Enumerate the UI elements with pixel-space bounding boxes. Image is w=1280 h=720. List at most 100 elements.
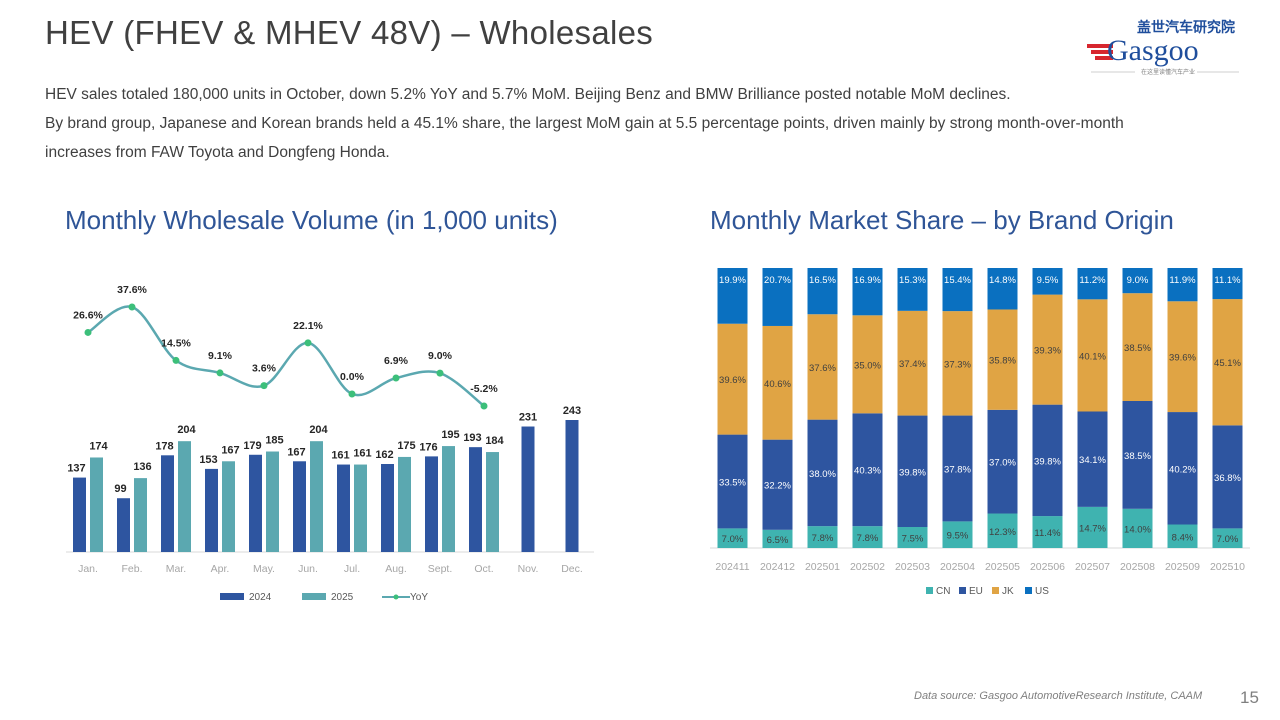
yoy-marker: [480, 402, 488, 410]
x-tick-label: May.: [253, 563, 275, 575]
yoy-label: 37.6%: [117, 284, 147, 296]
bar-2024: [205, 468, 218, 552]
yoy-label: 9.1%: [208, 350, 233, 362]
segment-us: [852, 268, 883, 316]
x-tick-label: Oct.: [474, 563, 493, 575]
x-tick-label: Jul.: [344, 563, 360, 575]
segment-label-eu: 37.0%: [989, 458, 1016, 469]
legend-label-jk: JK: [1002, 586, 1014, 597]
segment-eu: [1077, 411, 1108, 507]
bar-2024: [521, 426, 535, 552]
segment-label-cn: 9.5%: [947, 531, 969, 542]
segment-label-us: 16.5%: [809, 275, 836, 286]
segment-eu: [717, 434, 748, 529]
segment-label-us: 11.1%: [1214, 275, 1241, 286]
segment-cn: [852, 526, 883, 548]
x-tick-label: 202502: [850, 561, 885, 573]
segment-jk: [897, 310, 928, 416]
bar-2024: [293, 461, 306, 552]
segment-label-cn: 7.5%: [902, 534, 924, 545]
segment-eu: [1212, 425, 1243, 529]
bar-2024: [73, 477, 86, 552]
bar-2025-label: 185: [265, 435, 283, 447]
logo-cn-text: 盖世汽车研究院: [1137, 19, 1235, 36]
segment-label-cn: 14.7%: [1079, 523, 1106, 534]
bar-2024-label: 243: [563, 405, 581, 417]
segment-jk: [987, 309, 1018, 410]
yoy-label: 6.9%: [384, 355, 409, 367]
segment-jk: [762, 325, 793, 440]
segment-label-eu: 39.8%: [899, 467, 926, 478]
bar-2025: [486, 452, 499, 552]
bar-2024: [161, 455, 174, 552]
gasgoo-logo: 盖世汽车研究院 Gasgoo 在这里读懂汽车产业: [1087, 19, 1239, 76]
segment-eu: [807, 419, 838, 527]
segment-label-jk: 45.1%: [1214, 358, 1241, 369]
segment-label-eu: 36.8%: [1214, 473, 1241, 484]
segment-us: [762, 268, 793, 326]
segment-label-us: 11.9%: [1169, 275, 1196, 286]
yoy-label: 0.0%: [340, 371, 365, 383]
segment-eu: [1167, 412, 1198, 525]
segment-label-jk: 39.6%: [1169, 353, 1196, 364]
x-tick-label: Mar.: [166, 563, 186, 575]
segment-label-jk: 40.6%: [764, 379, 791, 390]
segment-label-cn: 12.3%: [989, 527, 1016, 538]
segment-us: [717, 268, 748, 324]
segment-label-us: 9.0%: [1127, 275, 1149, 286]
bar-2024-label: 99: [114, 483, 126, 495]
x-tick-label: 202504: [940, 561, 975, 573]
x-tick-label: 202411: [715, 561, 749, 573]
bar-2024-label: 161: [331, 450, 349, 462]
bar-2025-label: 161: [353, 448, 371, 460]
segment-eu: [987, 409, 1018, 514]
segment-eu: [897, 415, 928, 527]
summary-line: By brand group, Japanese and Korean bran…: [45, 115, 1124, 132]
x-tick-label: 202506: [1030, 561, 1065, 573]
legend-label-2024: 2024: [249, 592, 272, 603]
logo-tagline: 在这里读懂汽车产业: [1141, 68, 1195, 76]
bar-2025-label: 204: [309, 424, 328, 436]
segment-label-us: 15.4%: [944, 275, 971, 286]
segment-label-jk: 39.6%: [719, 375, 746, 386]
yoy-marker: [392, 374, 400, 382]
summary-line: increases from FAW Toyota and Dongfeng H…: [45, 144, 390, 161]
bar-2024: [381, 464, 394, 552]
segment-jk: [1032, 294, 1063, 405]
yoy-marker: [304, 339, 312, 347]
yoy-label: 3.6%: [252, 363, 277, 375]
x-tick-label: 202508: [1120, 561, 1155, 573]
segment-cn: [1077, 506, 1108, 548]
legend-swatch-2025: [302, 593, 326, 600]
bar-2024-label: 179: [243, 440, 261, 452]
bar-2024: [565, 420, 579, 552]
segment-label-cn: 6.5%: [767, 535, 789, 546]
wholesale-chart-title: Monthly Wholesale Volume (in 1,000 units…: [65, 205, 558, 235]
bar-2024-label: 193: [463, 432, 481, 444]
bar-2025: [310, 441, 323, 552]
segment-label-eu: 34.1%: [1079, 455, 1106, 466]
bar-2024-label: 167: [287, 446, 305, 458]
segment-label-jk: 39.3%: [1034, 346, 1061, 357]
segment-jk: [852, 315, 883, 414]
legend-swatch-jk: [992, 587, 999, 594]
bar-2024-label: 178: [155, 440, 173, 452]
yoy-marker: [84, 328, 92, 336]
segment-label-jk: 40.1%: [1079, 351, 1106, 362]
legend-label-us: US: [1035, 586, 1049, 597]
segment-us: [1212, 268, 1243, 300]
summary-text: HEV sales totaled 180,000 units in Octob…: [45, 80, 1245, 167]
segment-label-cn: 7.0%: [722, 534, 744, 545]
yoy-marker: [348, 390, 356, 398]
segment-jk: [1122, 293, 1153, 401]
segment-label-jk: 38.5%: [1124, 343, 1151, 354]
x-tick-label: 202507: [1075, 561, 1110, 573]
segment-label-us: 11.2%: [1079, 275, 1106, 286]
legend-swatch-eu: [959, 587, 966, 594]
segment-label-eu: 33.5%: [719, 478, 746, 489]
bar-2024: [469, 447, 482, 552]
bar-2025-label: 167: [221, 444, 239, 456]
segment-us: [987, 268, 1018, 310]
yoy-marker: [216, 369, 224, 377]
bar-2024-label: 153: [199, 454, 217, 466]
